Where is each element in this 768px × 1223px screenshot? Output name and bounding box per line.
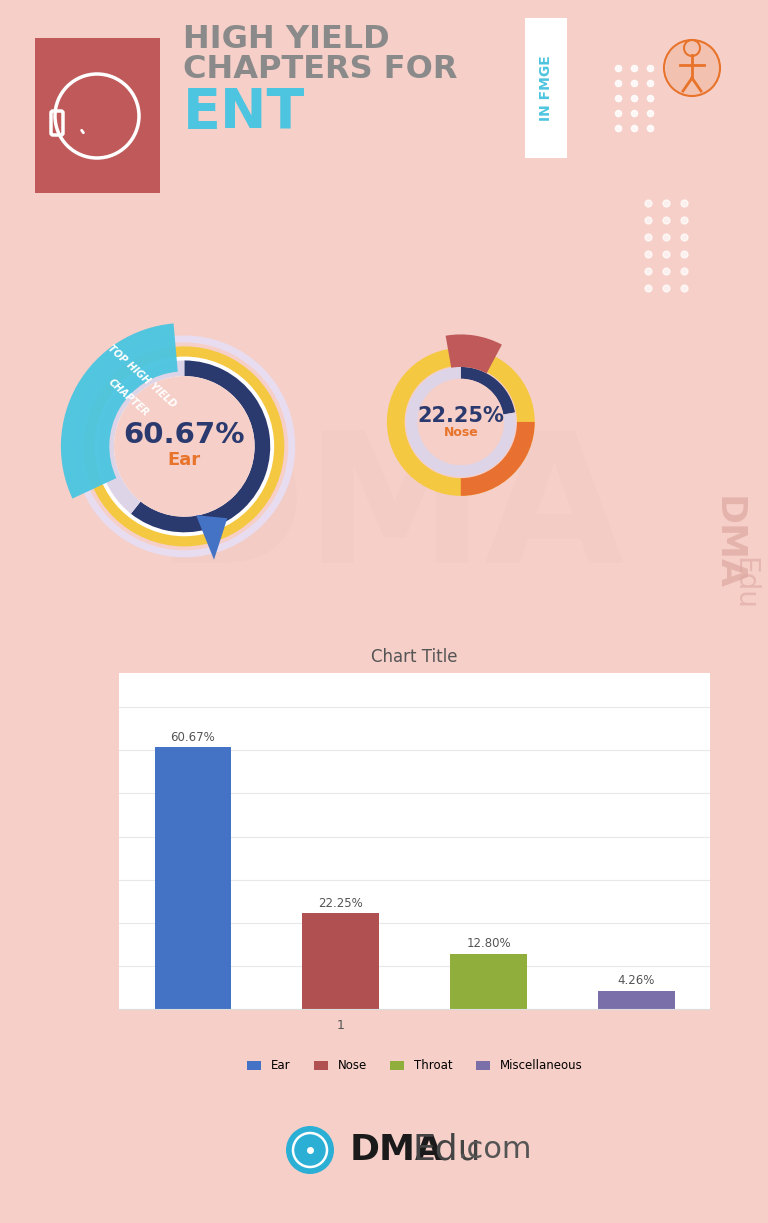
Legend: Ear, Nose, Throat, Miscellaneous: Ear, Nose, Throat, Miscellaneous (242, 1054, 588, 1077)
Circle shape (405, 366, 517, 478)
Circle shape (114, 377, 255, 516)
Wedge shape (98, 361, 184, 514)
Wedge shape (461, 422, 535, 495)
Text: Ear: Ear (167, 451, 201, 470)
FancyBboxPatch shape (35, 38, 160, 193)
Bar (450, 954, 527, 1009)
Text: .com: .com (458, 1135, 532, 1164)
Text: 12.80%: 12.80% (466, 937, 511, 950)
Circle shape (418, 379, 504, 465)
Text: 60.67%: 60.67% (170, 731, 215, 744)
Text: IN FMGE: IN FMGE (539, 55, 553, 121)
Text: 60.67%: 60.67% (124, 421, 245, 449)
Polygon shape (196, 515, 227, 560)
FancyBboxPatch shape (525, 18, 567, 158)
Text: DMA: DMA (350, 1132, 444, 1167)
Text: DMA: DMA (155, 426, 624, 600)
Text: CHAPTER: CHAPTER (106, 378, 151, 418)
Wedge shape (406, 367, 516, 477)
Bar (303, 914, 379, 1009)
Circle shape (74, 335, 295, 558)
Title: Chart Title: Chart Title (372, 647, 458, 665)
Circle shape (98, 361, 270, 532)
Text: ENT: ENT (183, 86, 305, 139)
Text: Edu: Edu (730, 556, 758, 609)
Circle shape (387, 349, 535, 495)
Wedge shape (61, 323, 177, 499)
Circle shape (81, 342, 288, 550)
Text: CHAPTERS FOR: CHAPTERS FOR (183, 55, 458, 86)
Text: DMA: DMA (711, 497, 745, 589)
Circle shape (94, 357, 274, 536)
Text: 22.25%: 22.25% (417, 406, 505, 426)
Text: 4.26%: 4.26% (617, 975, 655, 987)
Circle shape (84, 346, 284, 547)
Bar (598, 991, 675, 1009)
Text: ⬤: ⬤ (663, 42, 721, 95)
Wedge shape (131, 361, 270, 532)
Wedge shape (445, 334, 502, 373)
Text: 22.25%: 22.25% (319, 896, 363, 910)
Text: HIGH YIELD: HIGH YIELD (183, 24, 389, 55)
Circle shape (286, 1126, 334, 1174)
Text: Edu: Edu (412, 1132, 481, 1167)
Text: Nose: Nose (443, 426, 478, 439)
Text: TOP HIGH YIELD: TOP HIGH YIELD (105, 342, 177, 410)
Bar (154, 747, 231, 1009)
Wedge shape (461, 367, 515, 415)
